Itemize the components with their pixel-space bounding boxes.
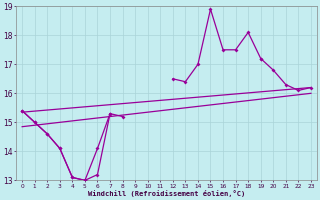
X-axis label: Windchill (Refroidissement éolien,°C): Windchill (Refroidissement éolien,°C) xyxy=(88,190,245,197)
